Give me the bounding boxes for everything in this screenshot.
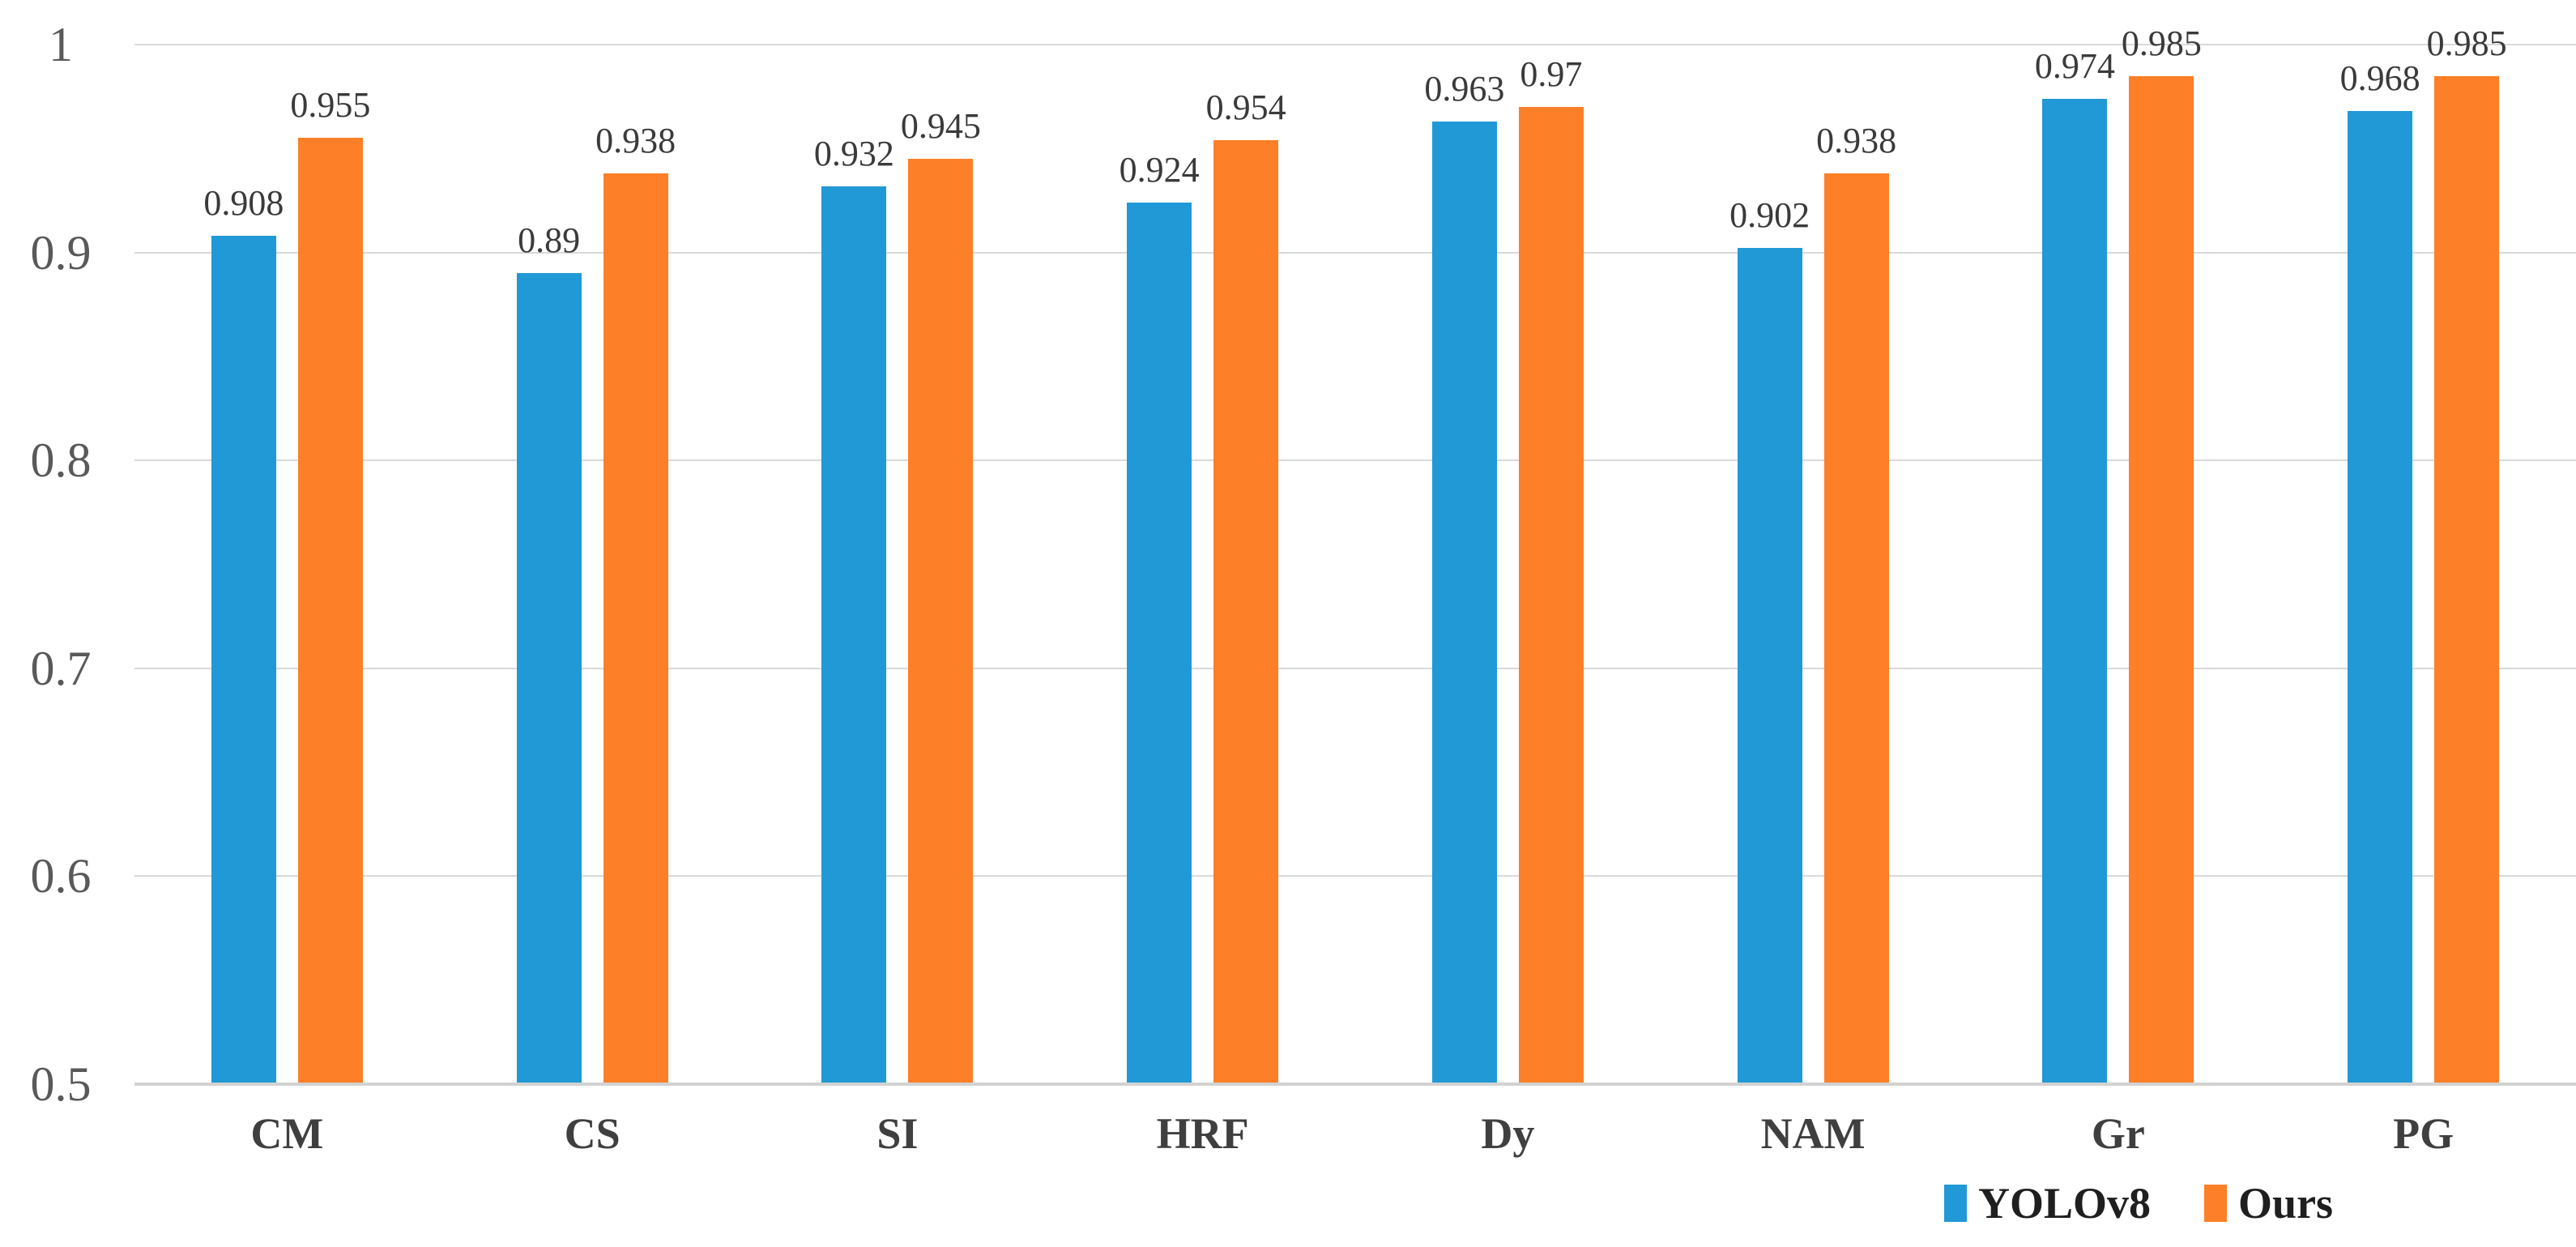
legend-swatch-yolov8 xyxy=(1944,1185,1967,1222)
y-tick-label: 1 xyxy=(49,18,73,71)
bar-ours-hrf: 0.954 xyxy=(1206,90,1286,1084)
legend-label-yolov8: YOLOv8 xyxy=(1978,1179,2152,1228)
bar-yolov8-dy: 0.963 xyxy=(1424,70,1504,1084)
bar-ours-dy: 0.97 xyxy=(1518,56,1584,1084)
category-label-nam: NAM xyxy=(1760,1109,1866,1158)
category-label-dy: Dy xyxy=(1481,1109,1535,1158)
bar-value-label: 0.938 xyxy=(595,121,676,161)
category-label-cm: CM xyxy=(250,1109,324,1158)
bar-ours-gr: 0.985 xyxy=(2122,25,2202,1084)
category-label-pg: PG xyxy=(2393,1109,2454,1158)
bar-group-dy: 0.963 0.97 xyxy=(1355,45,1661,1084)
y-tick-label: 0.8 xyxy=(30,433,92,488)
legend: YOLOv8 Ours xyxy=(1944,1181,2333,1225)
bar-ours-nam: 0.938 xyxy=(1816,123,1896,1084)
bar-yolov8-gr: 0.974 xyxy=(2035,48,2115,1084)
bar-value-label: 0.955 xyxy=(290,85,371,126)
x-axis-line xyxy=(134,1083,2576,1086)
bar-value-label: 0.985 xyxy=(2121,23,2202,63)
bar-value-label: 0.89 xyxy=(518,220,581,261)
bar-value-label: 0.938 xyxy=(1816,121,1897,161)
bar-value-label: 0.985 xyxy=(2426,23,2507,63)
y-axis: 1 0.9 0.8 0.7 0.6 0.5 xyxy=(0,20,122,1108)
bar-ours-pg: 0.985 xyxy=(2427,25,2507,1084)
y-tick-label: 0.6 xyxy=(30,849,92,903)
bar-value-label: 0.968 xyxy=(2339,58,2420,99)
y-tick-label: 0.9 xyxy=(30,225,92,280)
y-tick-label: 0.7 xyxy=(30,641,92,695)
legend-item-ours: Ours xyxy=(2204,1181,2333,1225)
bar-ours-cm: 0.955 xyxy=(290,88,370,1084)
legend-item-yolov8: YOLOv8 xyxy=(1944,1181,2151,1225)
gridline xyxy=(134,251,2576,254)
category-label-gr: Gr xyxy=(2091,1109,2145,1158)
bar-groups: 0.908 0.955 0.89 0.938 0.932 0.945 0.924 0.954 0… xyxy=(134,25,2576,1084)
legend-swatch-ours xyxy=(2204,1185,2228,1222)
bar-value-label: 0.97 xyxy=(1520,53,1583,94)
gridline xyxy=(134,875,2576,878)
bar-yolov8-pg: 0.968 xyxy=(2340,61,2420,1084)
bar-value-label: 0.932 xyxy=(813,133,894,173)
bar-value-label: 0.974 xyxy=(2034,45,2115,86)
bar-value-label: 0.954 xyxy=(1205,88,1286,128)
gridline xyxy=(134,459,2576,462)
bar-group-hrf: 0.924 0.954 xyxy=(1050,45,1355,1084)
plot-area: 0.908 0.955 0.89 0.938 0.932 0.945 0.924 0.954 0… xyxy=(134,25,2576,1086)
bar-yolov8-cm: 0.908 xyxy=(203,186,284,1084)
legend-label-ours: Ours xyxy=(2238,1179,2334,1228)
bar-value-label: 0.924 xyxy=(1119,150,1200,190)
category-label-hrf: HRF xyxy=(1156,1109,1249,1158)
bar-group-pg: 0.968 0.985 xyxy=(2271,25,2576,1084)
bar-group-nam: 0.902 0.938 xyxy=(1661,45,1966,1084)
bar-ours-cs: 0.938 xyxy=(595,123,676,1084)
bar-value-label: 0.908 xyxy=(203,183,284,224)
bar-value-label: 0.902 xyxy=(1729,195,1810,236)
category-label-cs: CS xyxy=(564,1109,621,1158)
bar-yolov8-cs: 0.89 xyxy=(516,223,582,1084)
bar-ours-si: 0.945 xyxy=(901,109,981,1084)
bar-yolov8-si: 0.932 xyxy=(814,135,894,1084)
bar-group-cs: 0.89 0.938 xyxy=(440,45,745,1084)
bar-group-cm: 0.908 0.955 xyxy=(134,45,440,1084)
category-label-si: SI xyxy=(876,1109,919,1158)
bar-group-gr: 0.974 0.985 xyxy=(1966,25,2271,1084)
gridline xyxy=(134,44,2576,45)
y-tick-label: 0.5 xyxy=(30,1057,92,1111)
bar-yolov8-hrf: 0.924 xyxy=(1120,152,1200,1084)
category-axis: CM CS SI HRF Dy NAM Gr PG xyxy=(134,1112,2576,1155)
gridline xyxy=(134,667,2576,669)
bar-value-label: 0.963 xyxy=(1424,68,1505,109)
bar-yolov8-nam: 0.902 xyxy=(1729,198,1810,1084)
bar-group-si: 0.932 0.945 xyxy=(745,45,1051,1084)
bar-value-label: 0.945 xyxy=(900,106,981,147)
